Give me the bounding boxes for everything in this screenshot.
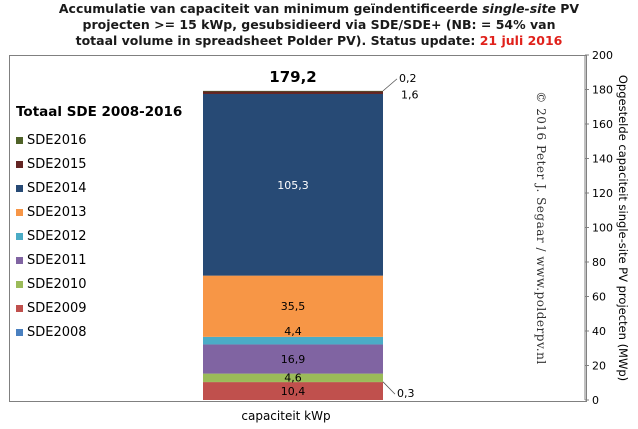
legend-label: SDE2008 <box>27 324 87 340</box>
legend-swatch <box>16 232 23 240</box>
status-date: 21 juli 2016 <box>479 33 563 48</box>
legend-label: SDE2015 <box>27 156 87 172</box>
bar-segment-sde2015 <box>203 91 383 94</box>
y-axis-label: Opgestelde capaciteit single-site PV pro… <box>616 74 630 382</box>
legend-swatch <box>16 304 23 312</box>
copyright-watermark: © 2016 Peter J. Segaar / www.polderpv.nl <box>534 91 548 365</box>
bar-segment-sde2016 <box>203 90 383 92</box>
legend-item-sde2012: SDE2012 <box>16 224 182 248</box>
legend-items: SDE2016 SDE2015 SDE2014 SDE2013 SDE2012 SDE20… <box>16 128 182 344</box>
data-label-sde2011: 16,9 <box>281 353 306 366</box>
x-axis-label-text: capaciteit kWp <box>241 409 331 423</box>
title-line-3-text: totaal volume in spreadsheet Polder PV).… <box>75 33 480 48</box>
y-tick-label: 20 <box>592 360 606 373</box>
y-tick-label: 120 <box>592 187 613 200</box>
bar-segment-sde2012 <box>203 336 383 345</box>
legend-item-sde2008: SDE2008 <box>16 320 182 344</box>
data-label-sde2015: 1,6 <box>401 89 419 102</box>
legend-swatch <box>16 184 23 192</box>
y-tick-label: 140 <box>592 153 613 166</box>
total-label: 179,2 <box>269 68 316 86</box>
bar-segment-sde2013 <box>203 275 383 337</box>
legend-label: SDE2009 <box>27 300 87 316</box>
y-tick-label: 200 <box>592 49 613 62</box>
bar-segment-sde2011 <box>203 344 383 374</box>
legend-item-sde2009: SDE2009 <box>16 296 182 320</box>
legend-label: SDE2010 <box>27 276 87 292</box>
legend-title: Totaal SDE 2008-2016 <box>16 104 183 120</box>
title-line-1-emphasis: single-site <box>482 1 556 16</box>
legend-swatch <box>16 208 23 216</box>
bar-segment-sde2014 <box>203 93 383 276</box>
y-tick-label: 160 <box>592 118 613 131</box>
legend-item-sde2015: SDE2015 <box>16 152 182 176</box>
y-tick-label: 60 <box>592 291 606 304</box>
bar-segment-sde2010b <box>203 373 383 382</box>
legend-swatch <box>16 256 23 264</box>
legend: Totaal SDE 2008-2016 SDE2016 SDE2015 SDE20… <box>16 104 182 344</box>
y-tick-label: 100 <box>592 222 613 235</box>
data-label-sde2010b: 4,6 <box>284 372 302 385</box>
legend-item-sde2016: SDE2016 <box>16 128 182 152</box>
y-tick-label: 40 <box>592 325 606 338</box>
title-line-1-tail: PV <box>555 1 580 16</box>
y-tick-label: 0 <box>592 394 599 407</box>
data-label-sde2009: 10,4 <box>281 385 306 398</box>
data-label-sde2010-small: 0,3 <box>397 387 415 400</box>
data-label-sde2016: 0,2 <box>399 72 417 85</box>
legend-item-sde2011: SDE2011 <box>16 248 182 272</box>
y-tick-label: 80 <box>592 256 606 269</box>
legend-swatch <box>16 280 23 288</box>
title-line-2: projecten >= 15 kWp, gesubsidieerd via S… <box>82 17 556 32</box>
legend-item-sde2010: SDE2010 <box>16 272 182 296</box>
legend-item-sde2013: SDE2013 <box>16 200 182 224</box>
data-label-sde2012: 4,4 <box>284 325 302 338</box>
legend-label: SDE2012 <box>27 228 87 244</box>
legend-label: SDE2016 <box>27 132 87 148</box>
bar-segment-sde2009 <box>203 382 383 400</box>
legend-item-sde2014: SDE2014 <box>16 176 182 200</box>
leader-line <box>382 78 398 92</box>
data-label-sde2014: 105,3 <box>277 179 309 192</box>
y-tick-label: 180 <box>592 84 613 97</box>
legend-label: SDE2011 <box>27 252 87 268</box>
bar-segment-sde2010 <box>203 381 383 383</box>
legend-swatch <box>16 328 23 336</box>
data-label-sde2013: 35,5 <box>281 300 306 313</box>
title-line-1: Accumulatie van capaciteit van minimum g… <box>0 1 638 17</box>
legend-swatch <box>16 136 23 144</box>
legend-label: SDE2014 <box>27 180 87 196</box>
title-line-3: totaal volume in spreadsheet Polder PV).… <box>0 33 638 49</box>
leader-line <box>382 381 396 395</box>
chart-title: Accumulatie van capaciteit van minimum g… <box>0 1 638 49</box>
title-line-1-text: Accumulatie van capaciteit van minimum g… <box>58 1 483 16</box>
legend-label: SDE2013 <box>27 204 87 220</box>
legend-swatch <box>16 160 23 168</box>
